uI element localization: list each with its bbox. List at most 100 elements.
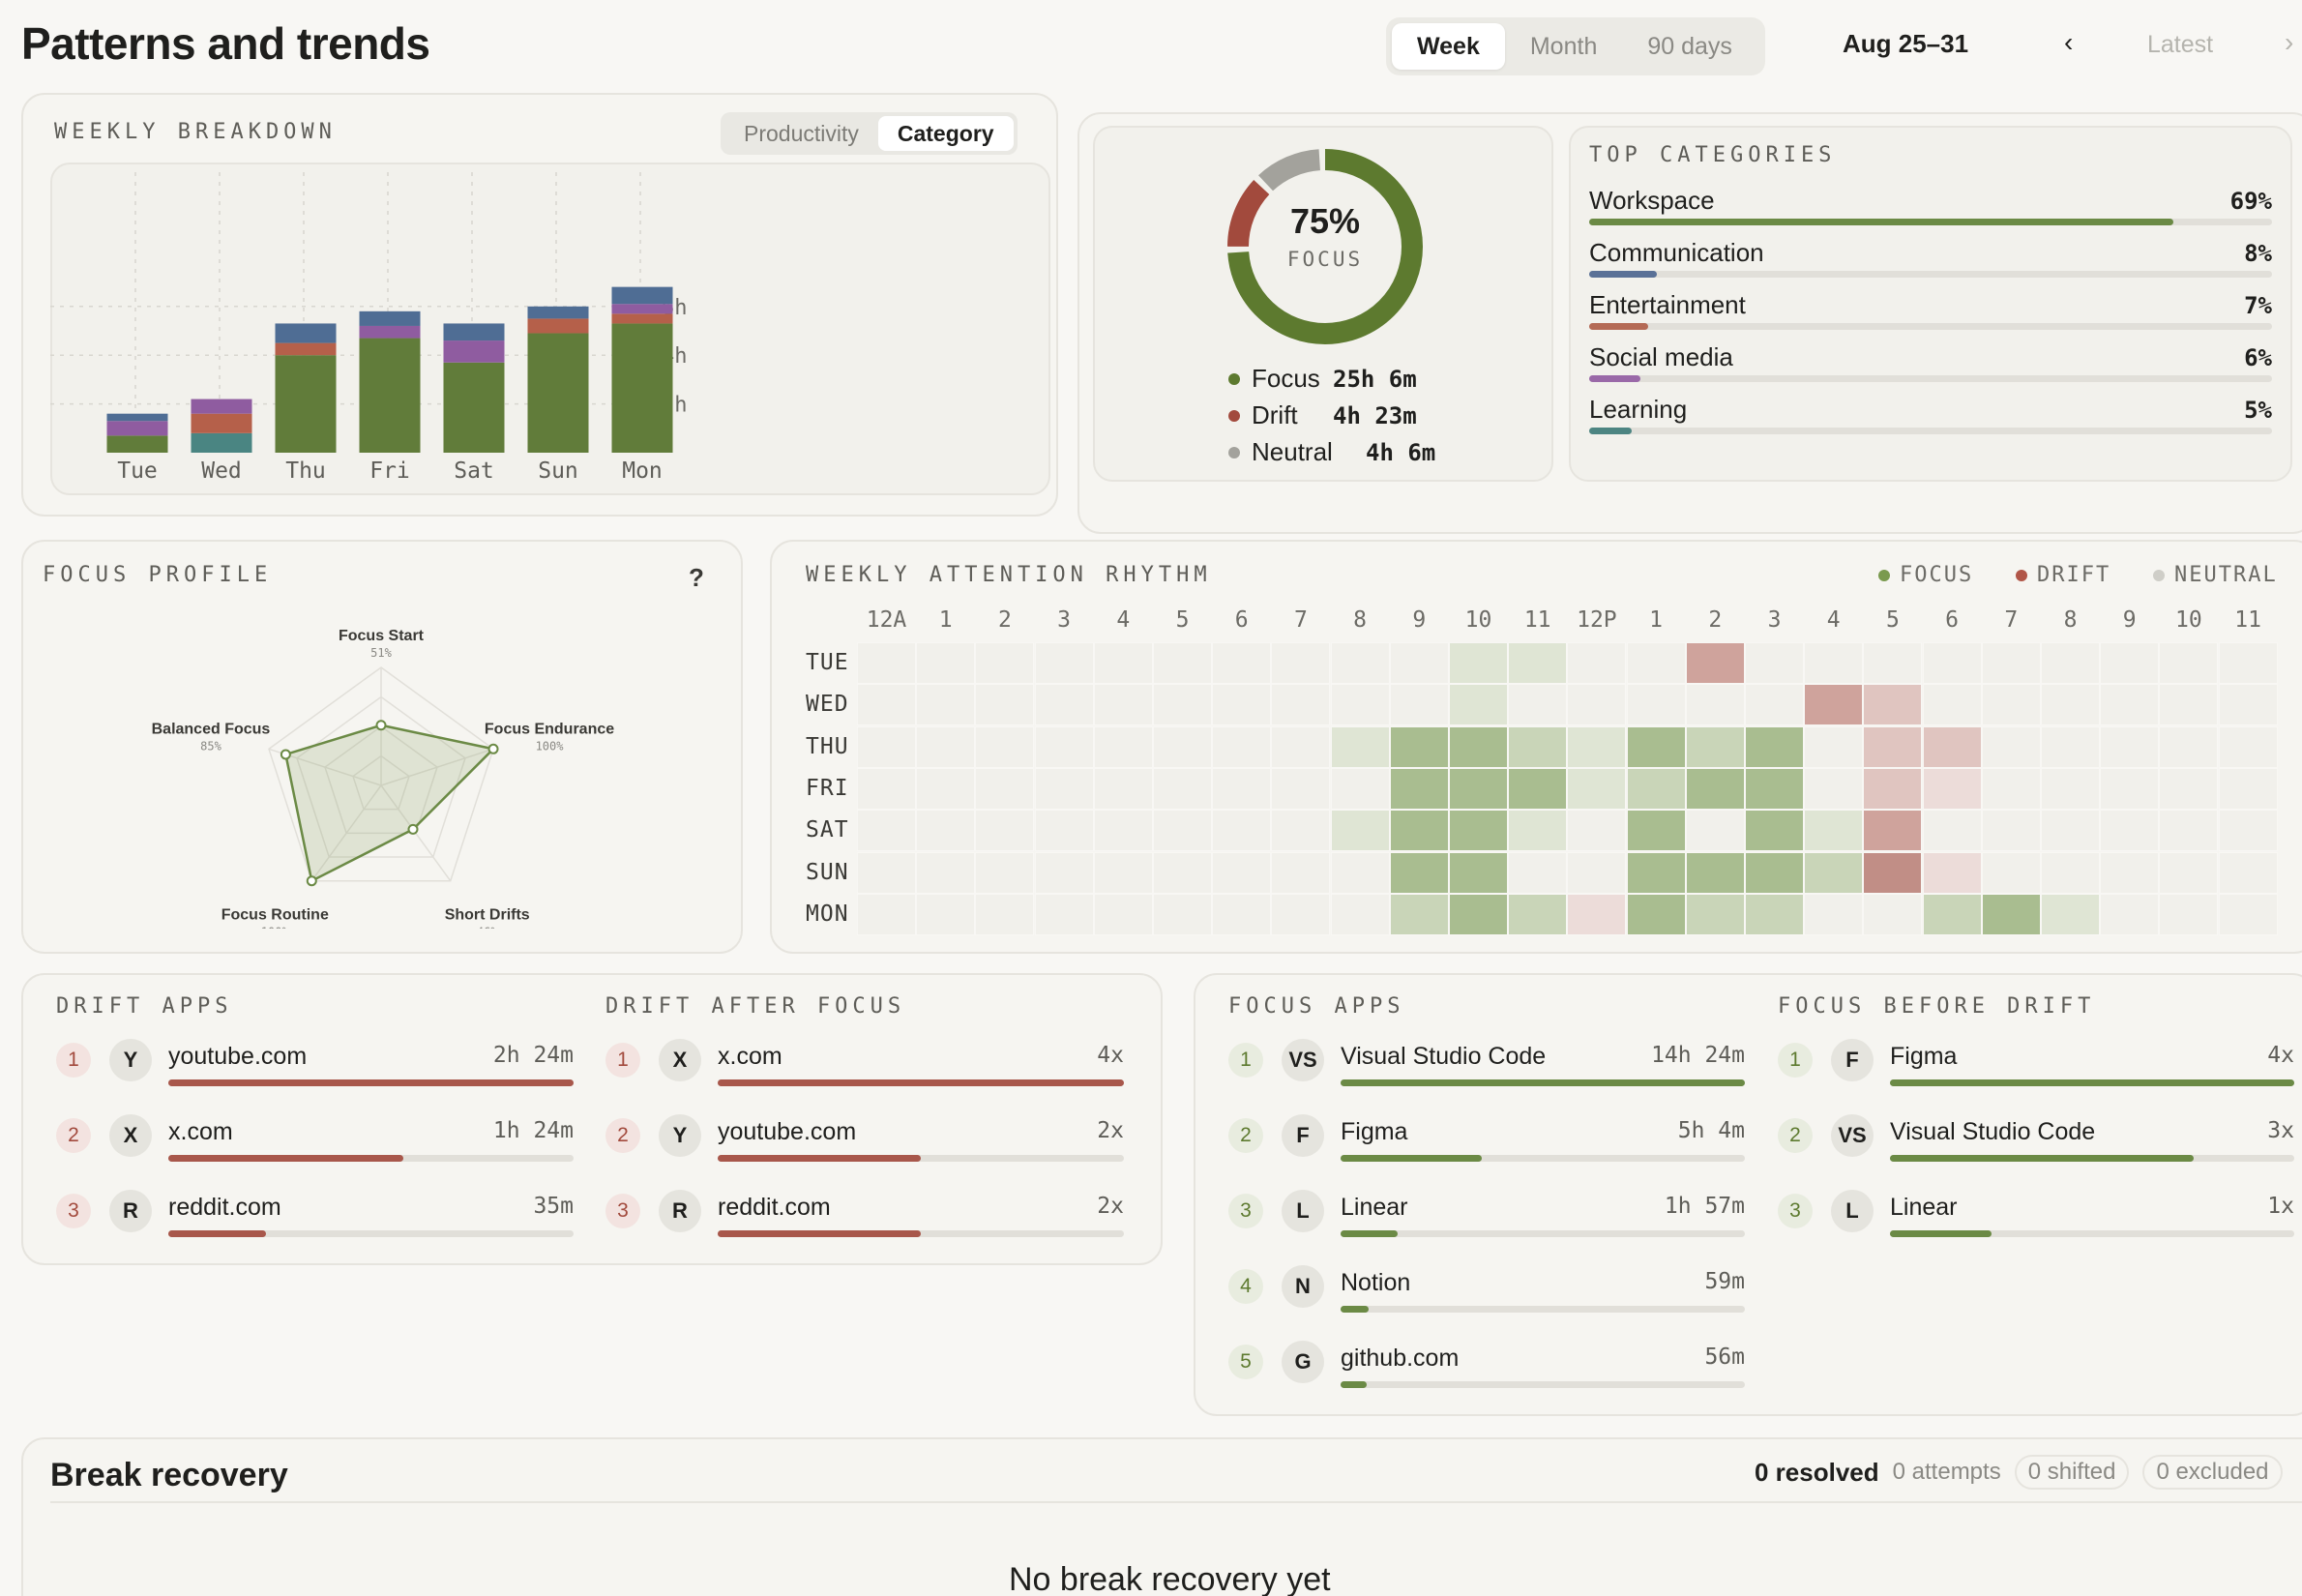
legend-neutral-name: Neutral (1252, 437, 1333, 466)
app-bar-fill (718, 1230, 921, 1237)
heatmap-cell (916, 725, 976, 768)
range-month[interactable]: Month (1529, 32, 1598, 60)
heatmap-cell (1567, 893, 1627, 935)
category-percent: 5% (2244, 397, 2272, 424)
app-bar-track (1341, 1381, 1745, 1388)
heatmap-cell (2218, 893, 2278, 935)
heatmap-cell (975, 684, 1035, 726)
prev-period-icon[interactable]: ‹ (2064, 27, 2074, 57)
app-name: Figma (1341, 1118, 1408, 1145)
app-name: Visual Studio Code (1890, 1118, 2096, 1145)
break-recovery-stats: 0 resolved 0 attempts 0 shifted 0 exclud… (1755, 1455, 2283, 1490)
app-row[interactable]: 2 F Figma 5h 4m (1228, 1112, 1745, 1170)
app-value: 1h 24m (492, 1118, 574, 1143)
day-label-tue: TUE (806, 650, 849, 675)
app-row[interactable]: 2 VS Visual Studio Code 3x (1778, 1112, 2294, 1170)
heatmap-cell (1508, 767, 1568, 810)
category-bar-track (1589, 271, 2272, 278)
heatmap-cell (1212, 767, 1272, 810)
x-tick-label: Thu (285, 458, 326, 484)
app-value: 3x (2267, 1118, 2294, 1143)
heatmap-cell (1330, 725, 1390, 768)
heatmap-cell (1685, 642, 1745, 684)
legend-drift-name: Drift (1252, 400, 1298, 429)
heatmap-cell (1093, 767, 1153, 810)
breakdown-mode-tabs: Productivity Category (721, 112, 1018, 155)
radar-point (306, 875, 317, 887)
heatmap-cell (916, 684, 976, 726)
radar-axis-label: Balanced Focus (152, 721, 271, 737)
app-bar-fill (1890, 1155, 2194, 1162)
app-bar-fill (1341, 1155, 1483, 1162)
heatmap-cell (1449, 725, 1508, 768)
hour-label: 10 (2175, 607, 2202, 633)
heatmap-cell (1626, 684, 1686, 726)
heatmap-cell (975, 725, 1035, 768)
hour-label: 1 (938, 607, 953, 633)
focus-profile-help-icon[interactable]: ? (689, 563, 704, 592)
rhythm-legend-focus-label: FOCUS (1900, 563, 1974, 587)
heatmap-cell (1508, 851, 1568, 894)
app-name: x.com (168, 1118, 233, 1145)
app-row[interactable]: 1 F Figma 4x (1778, 1037, 2294, 1095)
category-row: Learning 5% (1589, 395, 2272, 443)
app-value: 2x (1097, 1194, 1124, 1219)
rank-badge: 1 (605, 1043, 640, 1078)
app-avatar: L (1831, 1190, 1874, 1232)
range-week[interactable]: Week (1392, 23, 1505, 70)
radar-axis-line (380, 748, 494, 786)
heatmap-cell (2159, 767, 2219, 810)
app-avatar: F (1831, 1039, 1874, 1081)
radar-point (487, 743, 499, 754)
range-90-days[interactable]: 90 days (1647, 32, 1732, 60)
hour-label: 9 (1412, 607, 1427, 633)
hour-label: 12P (1577, 607, 1617, 633)
heatmap-cell (1981, 642, 2041, 684)
heatmap-cell (2100, 684, 2160, 726)
heatmap-cell (1804, 893, 1864, 935)
heatmap-cell (1389, 642, 1449, 684)
break-recovery-divider (50, 1501, 2302, 1503)
heatmap-cell (1212, 684, 1272, 726)
heatmap-cell (1567, 725, 1627, 768)
x-tick-label: Sat (454, 458, 494, 484)
heatmap-cell (1863, 851, 1923, 894)
x-tick-label: Fri (369, 458, 410, 484)
focus-dot (1228, 372, 1240, 385)
latest-button[interactable]: Latest (2147, 31, 2214, 58)
app-row[interactable]: 3 L Linear 1h 57m (1228, 1188, 1745, 1246)
heatmap-cell (1093, 725, 1153, 768)
bar-segment-workspace (275, 355, 337, 453)
heatmap-cell (1389, 684, 1449, 726)
next-period-icon[interactable]: › (2285, 27, 2294, 57)
drift-dot (1228, 409, 1240, 422)
app-row[interactable]: 3 L Linear 1x (1778, 1188, 2294, 1246)
hour-label: 6 (1234, 607, 1249, 633)
rhythm-legend-drift: DRIFT (2016, 563, 2110, 587)
focus-donut-panel (1093, 126, 1553, 482)
app-row[interactable]: 4 N Notion 59m (1228, 1263, 1745, 1321)
tab-category[interactable]: Category (877, 116, 1014, 151)
hour-label: 12A (866, 607, 907, 633)
break-recovery-title: Break recovery (50, 1457, 288, 1493)
heatmap-cell (1863, 725, 1923, 768)
app-bar-fill (718, 1155, 921, 1162)
radar-shape (283, 724, 496, 883)
hour-label: 3 (1057, 607, 1072, 633)
radar-axis-value: 46% (477, 926, 498, 929)
break-recovery-card (21, 1437, 2302, 1596)
page-title: Patterns and trends (21, 18, 430, 69)
heatmap-cell (2159, 684, 2219, 726)
heatmap-cell (1567, 767, 1627, 810)
app-row[interactable]: 1 VS Visual Studio Code 14h 24m (1228, 1037, 1745, 1095)
tab-productivity[interactable]: Productivity (744, 120, 859, 146)
app-bar-fill (1341, 1381, 1368, 1388)
heatmap-cell (1330, 810, 1390, 852)
